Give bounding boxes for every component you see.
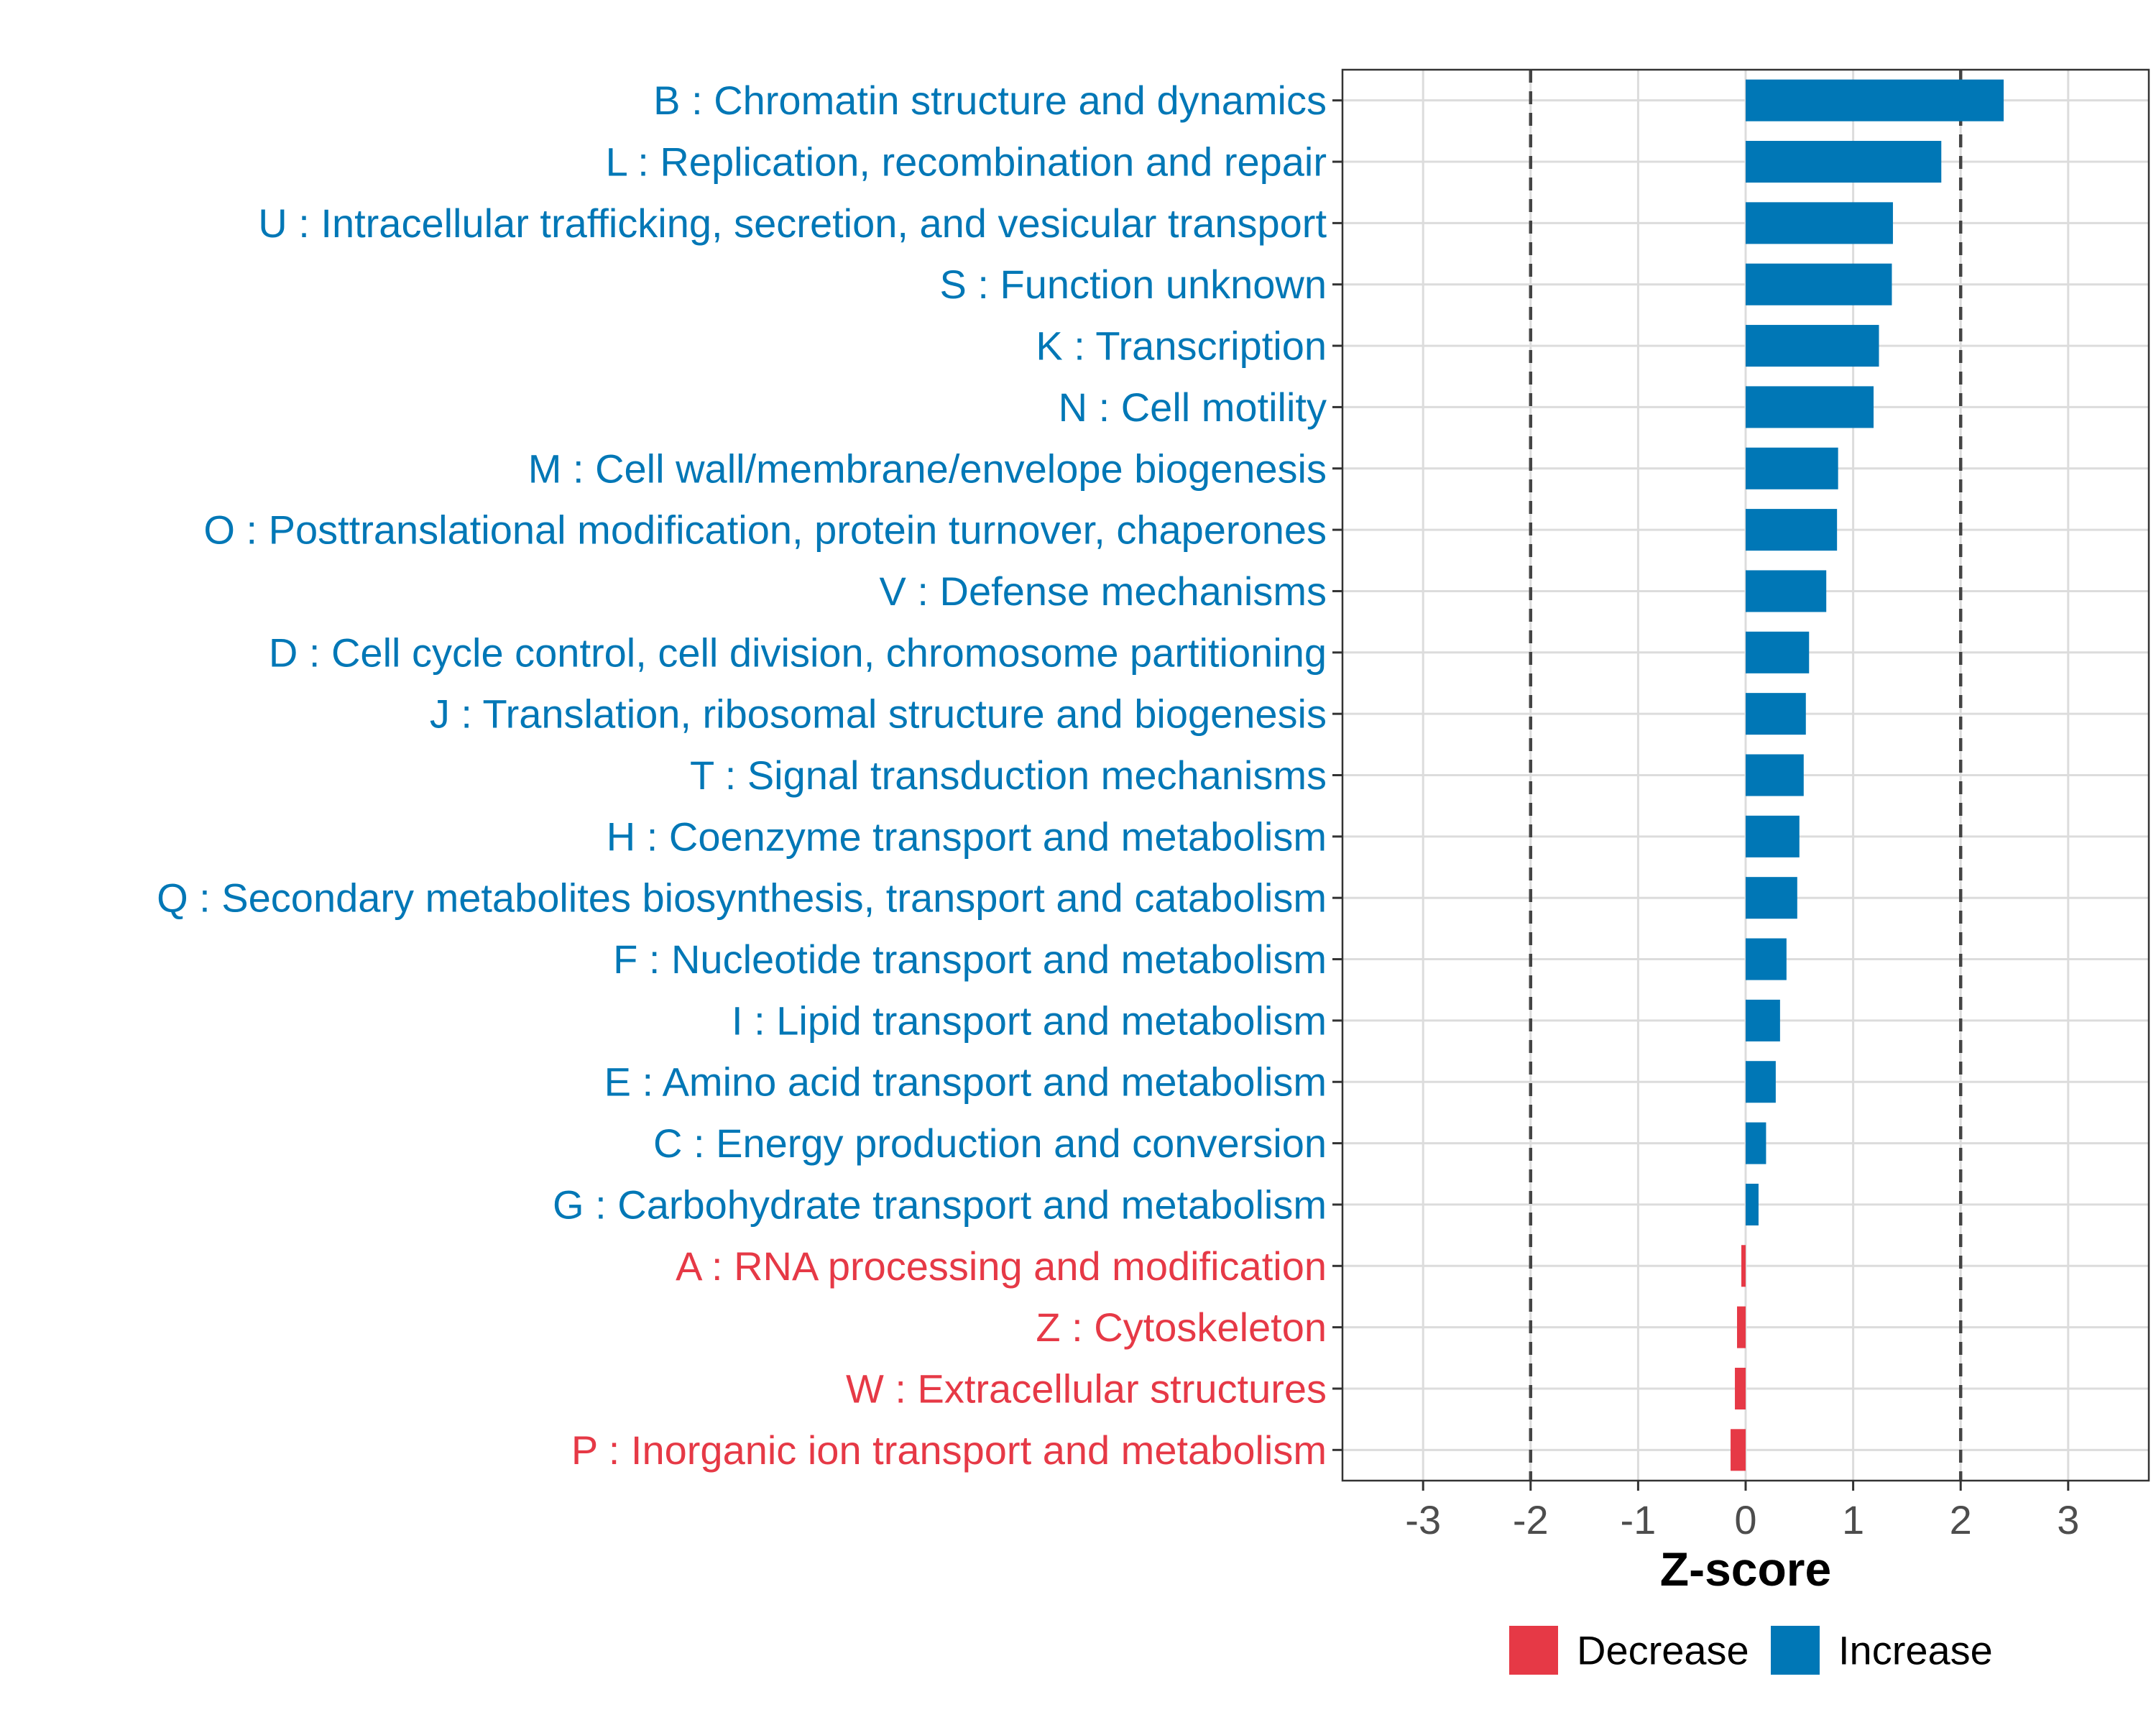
- category-label: D : Cell cycle control, cell division, c…: [269, 630, 1327, 675]
- legend-label: Increase: [1838, 1628, 1993, 1673]
- category-label: S : Function unknown: [939, 262, 1327, 307]
- x-tick-label: 2: [1950, 1497, 1972, 1542]
- x-tick-label: -3: [1405, 1497, 1441, 1542]
- bar: [1746, 570, 1827, 612]
- bar: [1746, 386, 1874, 428]
- x-tick-label: -2: [1513, 1497, 1549, 1542]
- bar: [1746, 877, 1797, 919]
- y-axis-ticks: [1332, 99, 1342, 1451]
- x-axis-ticks: [1422, 1481, 2070, 1491]
- bars: [1731, 79, 2004, 1471]
- category-label: Z : Cytoskeleton: [1036, 1305, 1327, 1350]
- bar: [1746, 141, 1942, 183]
- bar: [1741, 1245, 1746, 1287]
- bar: [1746, 1183, 1759, 1225]
- category-label: M : Cell wall/membrane/envelope biogenes…: [528, 446, 1327, 491]
- x-axis-tick-labels: -3 -2 -1 0 1 2 3: [1405, 1497, 2079, 1542]
- category-label: U : Intracellular trafficking, secretion…: [258, 201, 1327, 246]
- x-tick-label: 3: [2057, 1497, 2079, 1542]
- category-label: T : Signal transduction mechanisms: [690, 753, 1327, 798]
- category-label: J : Translation, ribosomal structure and…: [430, 691, 1327, 737]
- bar: [1746, 754, 1804, 796]
- bar: [1746, 693, 1806, 735]
- legend: Decrease Increase: [1509, 1626, 1993, 1675]
- bar: [1735, 1367, 1746, 1409]
- x-tick-label: -1: [1621, 1497, 1657, 1542]
- y-axis-labels: B : Chromatin structure and dynamics L : …: [157, 78, 1327, 1473]
- bar: [1746, 79, 2004, 121]
- bar: [1731, 1429, 1746, 1471]
- category-label: H : Coenzyme transport and metabolism: [607, 814, 1327, 859]
- bar: [1746, 202, 1893, 244]
- x-tick-label: 0: [1734, 1497, 1756, 1542]
- bar: [1746, 509, 1838, 551]
- bar: [1746, 325, 1879, 367]
- legend-swatch: [1771, 1626, 1820, 1675]
- bar: [1746, 447, 1838, 489]
- bar: [1737, 1306, 1746, 1348]
- category-label: W : Extracellular structures: [846, 1366, 1327, 1411]
- category-label: N : Cell motility: [1059, 385, 1327, 430]
- bar: [1746, 263, 1892, 305]
- category-label: C : Energy production and conversion: [653, 1121, 1327, 1166]
- bar: [1746, 1061, 1776, 1103]
- category-label: K : Transcription: [1036, 323, 1327, 369]
- category-label: P : Inorganic ion transport and metaboli…: [571, 1427, 1327, 1473]
- bar: [1746, 631, 1810, 673]
- category-label: G : Carbohydrate transport and metabolis…: [553, 1182, 1327, 1227]
- category-label: B : Chromatin structure and dynamics: [653, 78, 1327, 123]
- threshold-lines: [1529, 70, 1963, 1481]
- bar: [1746, 999, 1780, 1041]
- legend-label: Decrease: [1577, 1628, 1749, 1673]
- category-label: F : Nucleotide transport and metabolism: [613, 937, 1327, 982]
- bar: [1746, 938, 1787, 980]
- category-label: L : Replication, recombination and repai…: [606, 139, 1327, 185]
- category-label: A : RNA processing and modification: [676, 1243, 1327, 1289]
- category-label: V : Defense mechanisms: [880, 569, 1327, 614]
- category-label: E : Amino acid transport and metabolism: [604, 1059, 1327, 1105]
- bar: [1746, 815, 1800, 857]
- bar: [1746, 1122, 1766, 1164]
- x-tick-label: 1: [1842, 1497, 1864, 1542]
- x-axis-title: Z-score: [1660, 1542, 1831, 1596]
- category-label: O : Posttranslational modification, prot…: [203, 507, 1327, 553]
- legend-swatch: [1509, 1626, 1558, 1675]
- category-label: Q : Secondary metabolites biosynthesis, …: [157, 875, 1327, 921]
- category-label: I : Lipid transport and metabolism: [732, 998, 1327, 1043]
